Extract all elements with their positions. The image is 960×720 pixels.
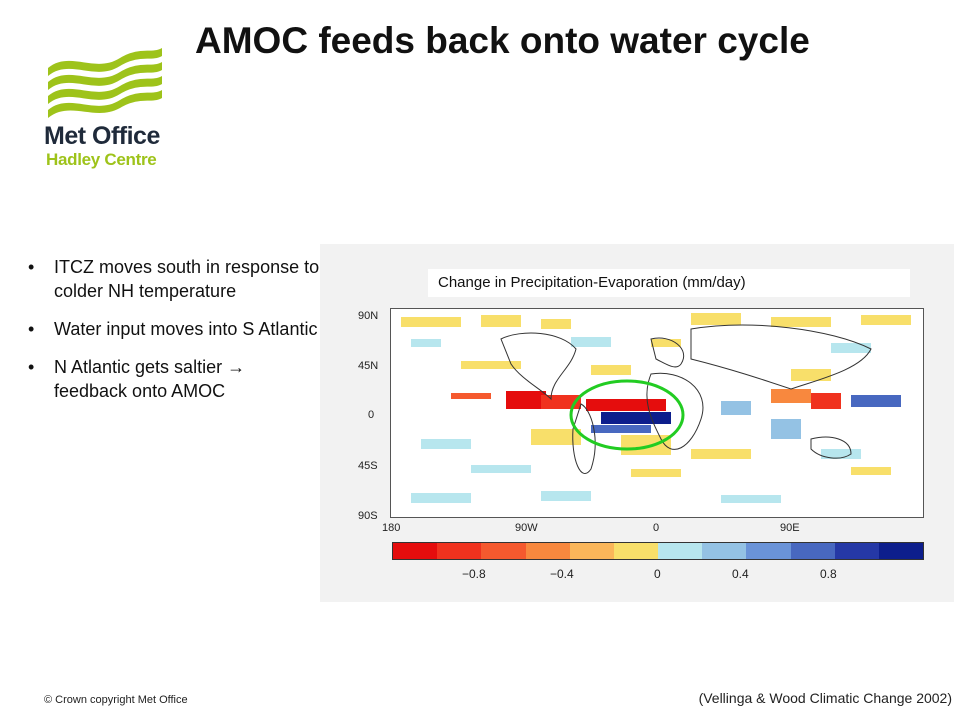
lat-label: 90N: [358, 310, 379, 322]
continent-outlines: [500, 324, 872, 474]
colorbar-label: 0.4: [732, 567, 749, 581]
colorbar-swatch: [437, 543, 482, 559]
lat-label: 0: [368, 409, 375, 421]
precipitation-map-figure: Change in Precipitation-Evaporation (mm/…: [320, 244, 954, 602]
colorbar-swatch: [525, 543, 570, 559]
colorbar-label: 0: [654, 567, 661, 581]
colorbar-swatch: [834, 543, 879, 559]
colorbar-label: 0.8: [820, 567, 837, 581]
colorbar: [392, 542, 924, 560]
highlight-ellipse: [569, 379, 685, 451]
colorbar-swatch: [393, 543, 438, 559]
wave-logo-icon: [48, 48, 162, 118]
colorbar-swatch: [746, 543, 791, 559]
bullet-item: ITCZ moves south in response to colder N…: [22, 255, 322, 303]
lon-label: 90E: [780, 522, 800, 534]
colorbar-swatch: [658, 543, 703, 559]
logo-subname: Hadley Centre: [46, 150, 157, 169]
citation-text: (Vellinga & Wood Climatic Change 2002): [698, 690, 952, 706]
colorbar-swatch: [790, 543, 835, 559]
colorbar-swatch: [569, 543, 614, 559]
colorbar-swatch: [878, 543, 924, 559]
colorbar-label: −0.8: [462, 567, 486, 581]
anomaly-cells: [401, 313, 911, 503]
lon-label: 90W: [515, 522, 538, 534]
bullet-item: N Atlantic gets saltier → feedback onto …: [22, 355, 322, 403]
lat-label: 45S: [358, 460, 378, 472]
lon-label: 0: [653, 522, 660, 534]
colorbar-swatch: [702, 543, 747, 559]
world-map: [390, 308, 924, 518]
colorbar-swatch: [613, 543, 659, 559]
lon-label: 180: [382, 522, 401, 534]
logo-name: Met Office: [44, 122, 160, 150]
lat-label: 45N: [358, 360, 379, 372]
figure-title: Change in Precipitation-Evaporation (mm/…: [428, 269, 910, 297]
colorbar-swatch: [481, 543, 526, 559]
bullet-list: ITCZ moves south in response to colder N…: [22, 255, 322, 417]
slide-title: AMOC feeds back onto water cycle: [195, 20, 810, 61]
lat-label: 90S: [358, 510, 378, 522]
copyright-text: © Crown copyright Met Office: [44, 694, 188, 706]
met-office-logo: [40, 40, 170, 180]
colorbar-label: −0.4: [550, 567, 574, 581]
bullet-item: Water input moves into S Atlantic: [22, 317, 322, 341]
